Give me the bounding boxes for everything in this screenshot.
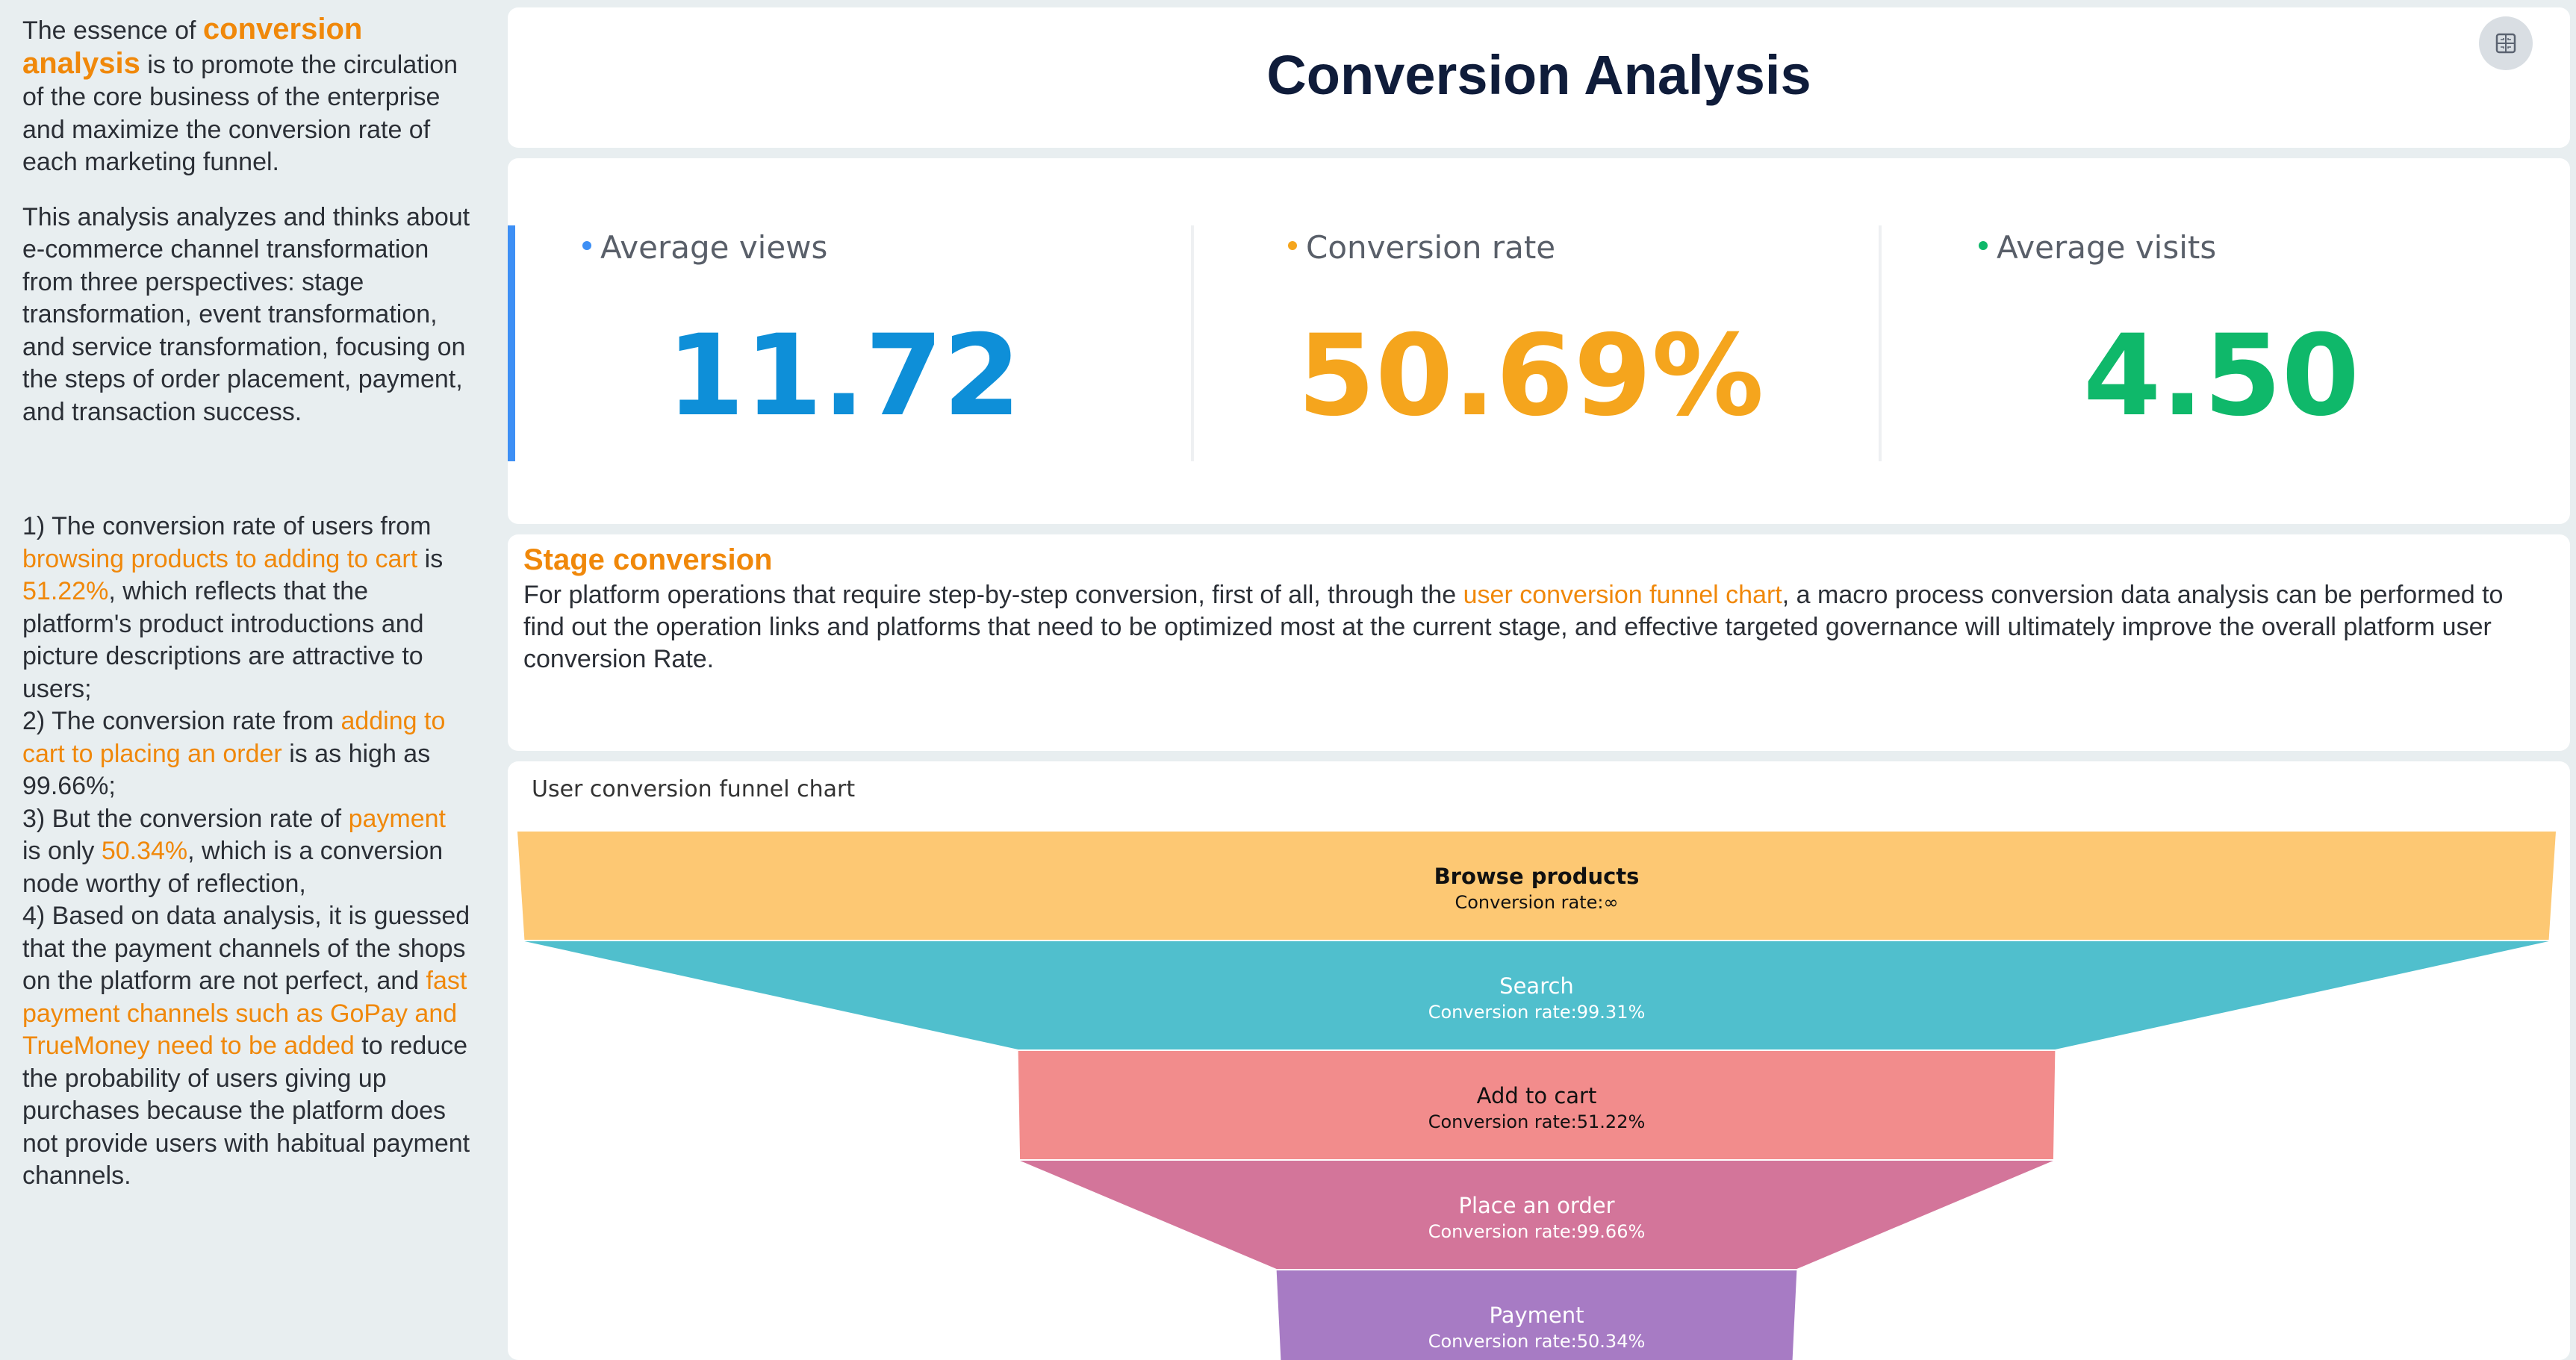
finding-4: 4) Based on data analysis, it is guessed… <box>22 900 470 1193</box>
funnel-conversion-rate: Conversion rate:99.66% <box>1428 1221 1646 1242</box>
kpi-label-text: Conversion rate <box>1306 229 1556 266</box>
intro-highlight: conversion analysis <box>22 13 363 80</box>
finding-1-rate: 51.22% <box>22 577 109 605</box>
kpi-divider <box>1879 225 1882 461</box>
finding-1-highlight: browsing products to adding to cart <box>22 544 418 573</box>
stage-description: For platform operations that require ste… <box>523 579 2547 676</box>
expand-icon <box>2495 33 2516 54</box>
stage-conversion-card: Stage conversion For platform operations… <box>508 534 2570 751</box>
kpi-average-visits: Average visits 4.50 <box>1885 218 2557 472</box>
kpi-divider <box>1191 225 1194 461</box>
title-card: Conversion Analysis <box>508 7 2570 148</box>
finding-4-highlight: fast payment channels such as GoPay and … <box>22 967 467 1060</box>
kpi-label: Conversion rate <box>1288 229 1555 266</box>
funnel-chart: Browse products Conversion rate:∞ Search Co… <box>517 832 2556 1360</box>
funnel-conversion-rate: Conversion rate:99.31% <box>1428 1002 1646 1023</box>
stage-text: For platform operations that require ste… <box>523 581 1463 609</box>
kpi-label-text: Average visits <box>1997 229 2217 266</box>
finding-1-text-2: is <box>417 544 444 573</box>
intro-paragraph: The essence of conversion analysis is to… <box>22 13 470 179</box>
stage-highlight: user conversion funnel chart <box>1463 581 1782 609</box>
kpi-label: Average visits <box>1979 229 2216 266</box>
page-title: Conversion Analysis <box>1266 44 1811 106</box>
finding-3-text-2: is only <box>22 837 102 865</box>
funnel-segment[interactable] <box>517 832 2556 940</box>
finding-3-highlight: payment <box>348 804 446 833</box>
kpi-value: 50.69% <box>1297 311 1764 441</box>
expand-button[interactable] <box>2479 16 2533 70</box>
finding-3-text-3: , which is a conversion node worthy of r… <box>22 837 444 898</box>
funnel-segment[interactable] <box>524 941 2549 1049</box>
kpi-value: 4.50 <box>2082 311 2360 441</box>
funnel-stage-label: Payment <box>1490 1303 1584 1328</box>
kpi-label: Average views <box>582 229 827 266</box>
intro-text: The essence of <box>22 16 203 45</box>
funnel-segment[interactable] <box>1018 1051 2056 1159</box>
funnel-card: User conversion funnel chart Browse prod… <box>508 761 2570 1360</box>
kpi-conversion-rate: Conversion rate 50.69% <box>1195 218 1867 472</box>
finding-2-highlight: adding to cart to placing an order <box>22 707 446 768</box>
sidebar: The essence of conversion analysis is to… <box>0 0 493 1360</box>
funnel-stage-label: Search <box>1499 973 1574 999</box>
finding-3-text: 3) But the conversion rate of <box>22 804 349 833</box>
stage-text-end: , a macro process conversion data analys… <box>523 581 2504 673</box>
finding-1: 1) The conversion rate of users from bro… <box>22 511 470 705</box>
finding-4-text-2: to reduce the probability of users givin… <box>22 1032 470 1190</box>
finding-2: 2) The conversion rate from adding to ca… <box>22 705 470 803</box>
finding-2-text-2: is as high as 99.66%; <box>22 739 431 801</box>
funnel-segment[interactable] <box>1276 1270 1797 1360</box>
finding-1-text-3: , which reflects that the platform's pro… <box>22 577 424 703</box>
analysis-paragraph: This analysis analyzes and thinks about … <box>22 202 470 426</box>
kpi-dot <box>1288 240 1297 250</box>
funnel-conversion-rate: Conversion rate:∞ <box>1455 892 1618 913</box>
finding-3-rate: 50.34% <box>101 837 188 865</box>
kpi-card: Average views 11.72 Conversion rate 50.6… <box>508 158 2570 524</box>
kpi-dot <box>582 240 591 250</box>
funnel-stage-label: Place an order <box>1458 1193 1614 1218</box>
funnel-segment[interactable] <box>1020 1161 2053 1269</box>
funnel-stage-label: Add to cart <box>1477 1083 1597 1108</box>
finding-2-text: 2) The conversion rate from <box>22 707 341 735</box>
funnel-conversion-rate: Conversion rate:50.34% <box>1428 1331 1646 1352</box>
kpi-value: 11.72 <box>666 311 1021 441</box>
funnel-title: User conversion funnel chart <box>532 776 856 802</box>
kpi-accent-bar <box>508 225 515 461</box>
intro-text-end: is to promote the circulation of the cor… <box>22 50 458 177</box>
kpi-label-text: Average views <box>600 229 828 266</box>
funnel-stage-label: Browse products <box>1434 864 1640 889</box>
funnel-conversion-rate: Conversion rate:51.22% <box>1428 1111 1646 1132</box>
finding-3: 3) But the conversion rate of payment is… <box>22 803 470 901</box>
kpi-dot <box>1979 240 1988 250</box>
stage-title: Stage conversion <box>523 543 773 576</box>
kpi-average-views: Average views 11.72 <box>508 218 1180 472</box>
finding-4-text: 4) Based on data analysis, it is guessed… <box>22 902 470 995</box>
finding-1-text: 1) The conversion rate of users from <box>22 512 432 540</box>
